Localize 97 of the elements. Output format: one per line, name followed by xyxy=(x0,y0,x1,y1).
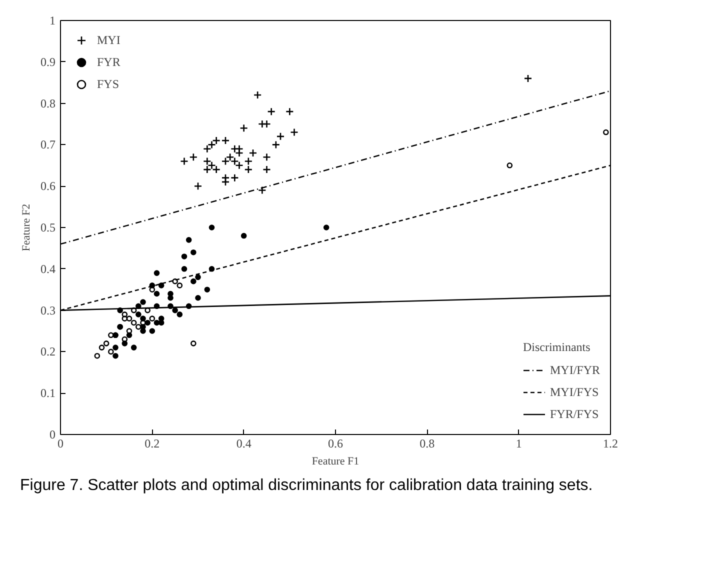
point xyxy=(258,186,266,194)
point xyxy=(240,124,248,132)
point xyxy=(130,344,137,350)
point xyxy=(603,129,609,136)
legend-label: MYI/FYS xyxy=(550,384,599,400)
y-tick-label: 0.2 xyxy=(40,344,56,359)
point xyxy=(140,299,146,305)
point xyxy=(262,120,271,128)
point xyxy=(323,224,330,230)
point xyxy=(276,132,285,141)
legend-label: MYI xyxy=(97,32,120,48)
point xyxy=(122,312,128,318)
y-tick-label: 1 xyxy=(50,14,56,28)
y-tick-label: 0.3 xyxy=(40,303,56,318)
point xyxy=(258,120,266,128)
point xyxy=(144,320,150,326)
point xyxy=(94,352,100,359)
point xyxy=(262,165,271,174)
y-tick-label: 0.8 xyxy=(40,96,56,110)
point xyxy=(154,290,160,297)
point xyxy=(112,344,118,350)
point xyxy=(235,144,244,153)
y-tick-label: 0.5 xyxy=(40,220,56,234)
point xyxy=(235,161,244,170)
point xyxy=(524,74,532,83)
point xyxy=(172,307,178,314)
point xyxy=(103,340,110,346)
x-tick-label: 0.2 xyxy=(144,436,160,450)
point xyxy=(267,107,276,116)
point xyxy=(290,128,298,136)
point xyxy=(194,182,202,190)
point xyxy=(221,174,230,182)
point xyxy=(208,224,215,230)
point xyxy=(130,320,137,326)
caption: Figure 7. Scatter plots and optimal discriminants for calibration data training sets. xyxy=(20,476,593,496)
point xyxy=(180,157,188,166)
point xyxy=(244,157,253,166)
x-tick-label: 0.6 xyxy=(328,436,343,450)
point xyxy=(203,157,212,166)
point xyxy=(126,328,132,334)
point xyxy=(262,152,271,162)
point xyxy=(195,274,201,280)
point xyxy=(190,278,196,284)
point xyxy=(190,340,196,346)
y-axis-title: Feature F2 xyxy=(20,204,32,252)
y-tick-label: 0.4 xyxy=(40,262,56,276)
point xyxy=(506,162,513,168)
point xyxy=(189,152,198,162)
point xyxy=(212,165,220,174)
point xyxy=(181,254,188,260)
legend-label: FYR xyxy=(97,54,120,70)
point xyxy=(195,294,201,301)
point xyxy=(221,136,230,145)
point xyxy=(176,282,183,288)
point xyxy=(186,237,192,243)
legend-label: FYR/FYS xyxy=(550,406,599,422)
y-tick-label: 0.7 xyxy=(40,138,56,152)
point xyxy=(230,174,239,182)
point xyxy=(108,348,114,355)
point xyxy=(181,266,188,272)
point xyxy=(136,312,142,318)
x-axis-title: Feature F1 xyxy=(312,456,360,468)
point xyxy=(230,144,239,153)
legend-label: FYS xyxy=(97,76,120,92)
point xyxy=(272,140,280,149)
y-tick-label: 0 xyxy=(50,428,56,442)
point xyxy=(248,148,258,158)
point xyxy=(98,344,105,350)
point xyxy=(149,316,156,322)
point xyxy=(190,249,196,256)
y-tick-label: 0.9 xyxy=(40,54,56,69)
x-tick-label: 1.2 xyxy=(603,436,618,450)
point xyxy=(108,332,114,338)
point xyxy=(154,270,160,276)
point xyxy=(176,312,183,318)
point xyxy=(130,307,137,314)
x-tick-label: 1 xyxy=(516,436,522,450)
point xyxy=(126,316,132,322)
point xyxy=(112,352,118,359)
y-tick-label: 0.6 xyxy=(40,179,56,194)
y-tick-label: 0.1 xyxy=(40,386,56,400)
point xyxy=(230,157,239,166)
point xyxy=(240,232,247,239)
legend-title: Discriminants xyxy=(522,340,592,355)
x-tick-label: 0.4 xyxy=(236,436,252,450)
legend-label: MYI/FYR xyxy=(550,362,600,378)
point xyxy=(122,316,128,322)
point xyxy=(253,90,262,100)
point xyxy=(172,278,178,284)
point xyxy=(136,324,142,330)
point xyxy=(204,286,210,292)
point xyxy=(244,165,253,174)
point xyxy=(158,282,164,288)
point xyxy=(144,307,150,314)
x-tick-label: 0.8 xyxy=(420,436,435,450)
point xyxy=(286,107,294,116)
point xyxy=(149,328,156,334)
